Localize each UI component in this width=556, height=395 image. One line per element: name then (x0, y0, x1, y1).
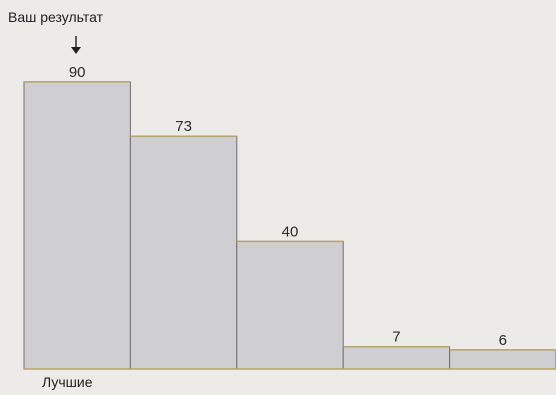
value-label-5: 6 (499, 332, 507, 349)
bar-2 (129, 135, 238, 370)
bars-group (23, 81, 556, 370)
bar-3 (236, 240, 344, 370)
arrow-head-icon (71, 47, 81, 54)
bar-5 (449, 349, 556, 370)
bar-1 (23, 81, 131, 370)
value-label-4: 7 (392, 329, 400, 346)
best-label: Лучшие (42, 374, 93, 390)
value-label-3: 40 (282, 223, 299, 240)
bar-4 (342, 346, 451, 370)
your-result-label: Ваш результат (8, 9, 104, 25)
value-labels-group: 90 73 40 7 6 (69, 64, 507, 349)
value-label-2: 73 (175, 118, 192, 135)
your-result-annotation: Ваш результат (8, 9, 104, 54)
value-label-1: 90 (69, 64, 86, 81)
